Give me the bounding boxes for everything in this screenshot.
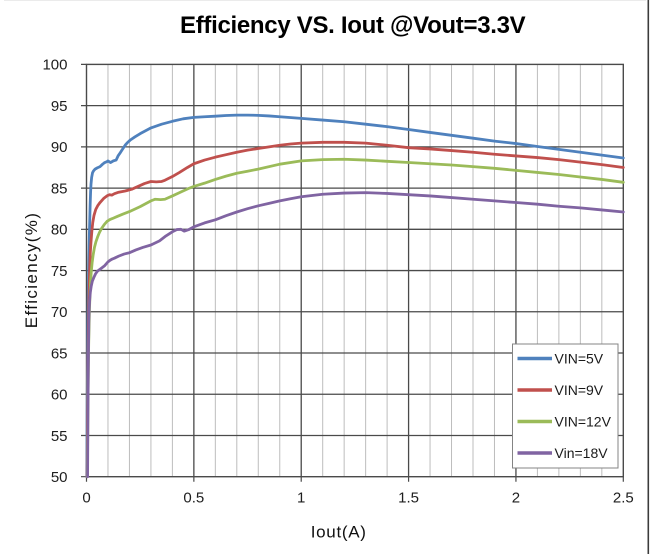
svg-text:0.5: 0.5 xyxy=(183,490,204,507)
svg-text:0: 0 xyxy=(82,490,90,507)
svg-text:VIN=9V: VIN=9V xyxy=(555,382,604,398)
svg-text:Efficiency(%): Efficiency(%) xyxy=(22,212,41,328)
svg-text:100: 100 xyxy=(42,57,67,74)
svg-text:VIN=5V: VIN=5V xyxy=(555,351,604,367)
svg-text:2: 2 xyxy=(512,490,520,507)
svg-text:75: 75 xyxy=(51,263,68,280)
svg-text:95: 95 xyxy=(51,98,68,115)
svg-text:65: 65 xyxy=(51,345,68,362)
svg-text:50: 50 xyxy=(51,469,68,486)
svg-text:1: 1 xyxy=(297,490,305,507)
svg-text:55: 55 xyxy=(51,428,68,445)
svg-text:90: 90 xyxy=(51,139,68,156)
svg-text:Iout(A): Iout(A) xyxy=(311,523,367,542)
svg-text:VIN=12V: VIN=12V xyxy=(555,414,612,430)
svg-text:60: 60 xyxy=(51,387,68,404)
svg-text:70: 70 xyxy=(51,304,68,321)
svg-text:Efficiency VS. Iout @Vout=3.3V: Efficiency VS. Iout @Vout=3.3V xyxy=(180,12,526,39)
svg-text:1.5: 1.5 xyxy=(398,490,419,507)
svg-text:85: 85 xyxy=(51,180,68,197)
svg-text:80: 80 xyxy=(51,222,68,239)
svg-text:2.5: 2.5 xyxy=(613,490,634,507)
svg-text:Vin=18V: Vin=18V xyxy=(555,445,609,461)
